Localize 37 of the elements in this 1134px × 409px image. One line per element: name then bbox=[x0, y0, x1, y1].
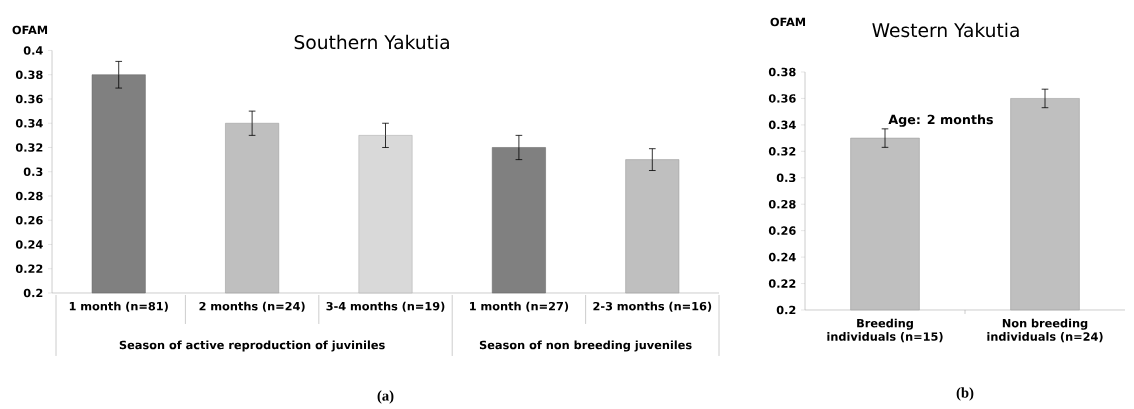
x-tick-label: 1 month (n=27) bbox=[470, 301, 569, 312]
y-tick-label: 0.34 bbox=[768, 120, 796, 130]
y-tick-label: 0.2 bbox=[776, 305, 796, 315]
annotation: Age: 2 months bbox=[888, 114, 993, 127]
y-tick-label: 0.36 bbox=[15, 94, 43, 104]
y-axis-title: OFAM bbox=[12, 25, 48, 35]
y-tick-label: 0.38 bbox=[15, 70, 43, 80]
y-tick-label: 0.28 bbox=[768, 199, 796, 209]
x-tick-label: 2 months (n=24) bbox=[199, 301, 305, 312]
y-tick-label: 0.36 bbox=[768, 94, 796, 103]
y-tick-label: 0.32 bbox=[15, 143, 43, 152]
y-tick-label: 0.34 bbox=[15, 118, 43, 128]
text: (b) bbox=[956, 387, 974, 401]
y-tick-label: 0.28 bbox=[15, 191, 43, 201]
y-tick-label: 0.4 bbox=[23, 46, 43, 55]
y-tick-label: 0.22 bbox=[768, 279, 796, 288]
x-tick-label: 1 month (n=81) bbox=[69, 301, 168, 312]
text: (a) bbox=[377, 390, 394, 404]
x-tick-label: Non breeding individuals (n=24) bbox=[987, 318, 1103, 343]
y-axis-title: OFAM bbox=[770, 17, 806, 27]
chart-title: Southern Yakutia bbox=[294, 34, 449, 50]
x-tick-label: Breeding individuals (n=15) bbox=[827, 318, 943, 343]
text: Season of active reproduction of juviniles bbox=[119, 340, 385, 352]
y-tick-label: 0.32 bbox=[768, 147, 796, 156]
chart-title: Western Yakutia bbox=[872, 22, 1019, 38]
text: Season of non breeding juveniles bbox=[479, 340, 692, 352]
y-tick-label: 0.24 bbox=[768, 252, 796, 262]
y-tick-label: 0.2 bbox=[23, 288, 43, 298]
x-tick-label: 2-3 months (n=16) bbox=[593, 301, 712, 312]
y-tick-label: 0.24 bbox=[15, 240, 43, 249]
y-tick-label: 0.38 bbox=[768, 67, 796, 77]
y-tick-label: 0.26 bbox=[768, 226, 796, 235]
x-tick-label: 3-4 months (n=19) bbox=[326, 301, 445, 312]
y-tick-label: 0.3 bbox=[776, 173, 796, 183]
y-tick-label: 0.22 bbox=[15, 264, 43, 274]
y-tick-label: 0.3 bbox=[23, 167, 43, 177]
y-tick-label: 0.26 bbox=[15, 215, 43, 225]
